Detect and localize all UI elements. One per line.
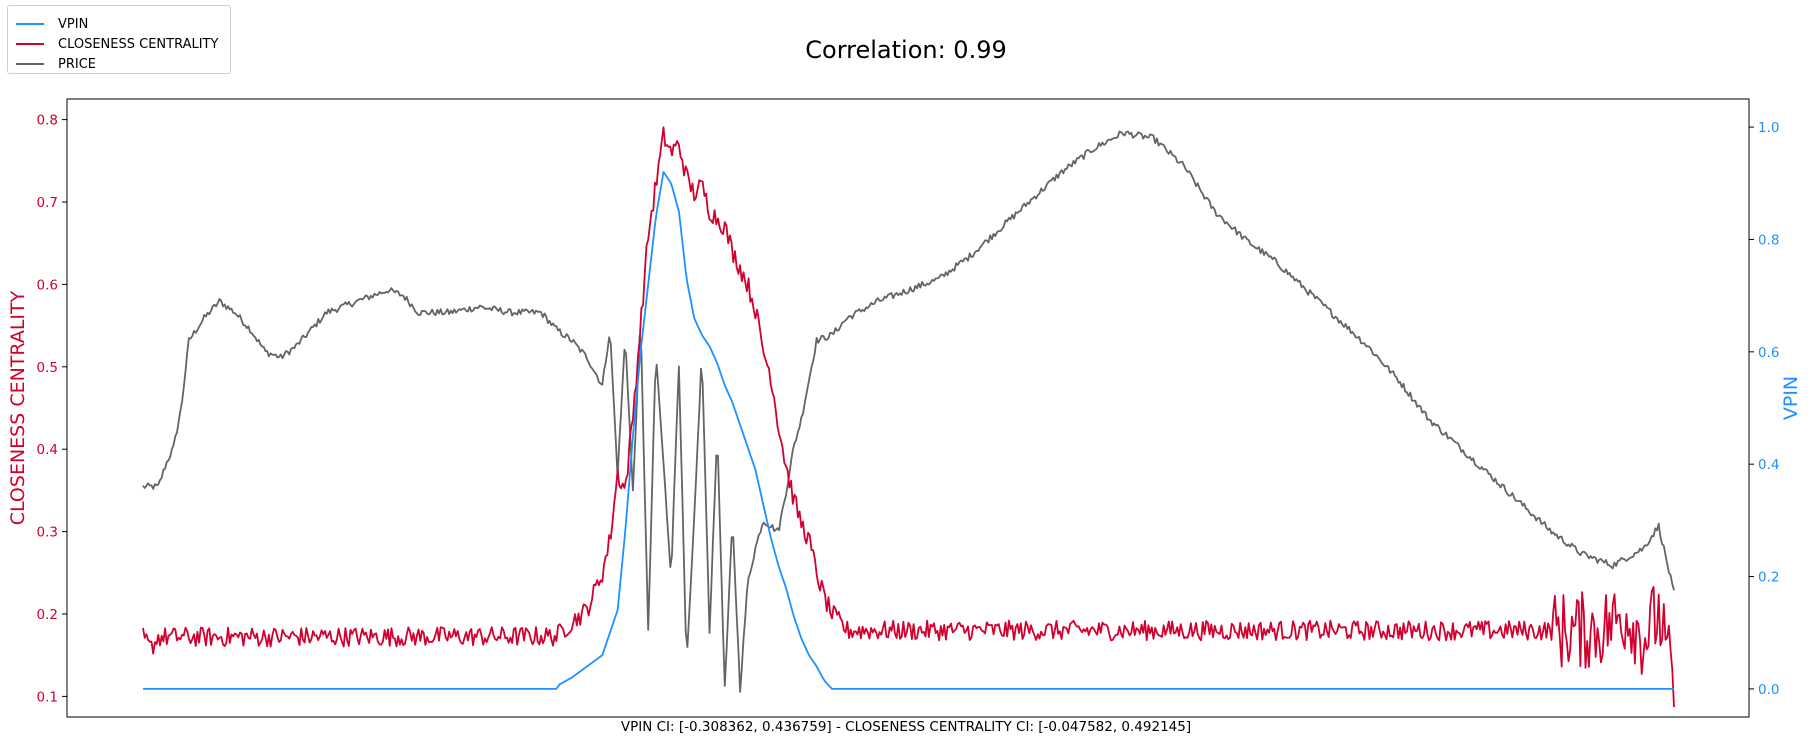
series-line-vpin <box>143 171 1674 690</box>
legend-swatch-price <box>16 63 44 65</box>
left-axis-tick-label: 0.8 <box>37 113 58 129</box>
right-axis-tick-label: 0.2 <box>1758 570 1779 586</box>
legend: VPIN CLOSENESS CENTRALITY PRICE <box>7 5 231 74</box>
right-axis-tick-label: 0.4 <box>1758 457 1779 473</box>
left-axis-tick-label: 0.4 <box>37 442 58 458</box>
left-axis-tick-label: 0.5 <box>37 360 58 376</box>
left-axis-label: CLOSENESS CENTRALITY <box>7 290 29 525</box>
right-axis-tick-label: 1.0 <box>1758 120 1779 136</box>
left-axis-tick-label: 0.3 <box>37 525 58 541</box>
series-line-closeness-centrality <box>142 126 1675 708</box>
legend-swatch-vpin <box>16 23 44 25</box>
legend-swatch-closeness-centrality <box>16 43 44 45</box>
right-axis-label: VPIN <box>1780 376 1802 420</box>
legend-item-price: PRICE <box>16 54 96 74</box>
right-axis-tick-label: 0.6 <box>1758 345 1779 361</box>
legend-label-price: PRICE <box>58 56 96 72</box>
right-axis-tick-label: 0.8 <box>1758 232 1779 248</box>
legend-label-closeness-centrality: CLOSENESS CENTRALITY <box>58 36 219 52</box>
legend-item-vpin: VPIN <box>16 14 88 34</box>
chart-title: Correlation: 0.99 <box>805 36 1007 64</box>
left-axis-tick-label: 0.7 <box>37 195 58 211</box>
legend-item-closeness-centrality: CLOSENESS CENTRALITY <box>16 34 218 54</box>
left-axis-tick-label: 0.2 <box>37 607 58 623</box>
ci-footnote: VPIN CI: [-0.308362, 0.436759] - CLOSENE… <box>620 719 1192 735</box>
left-axis-tick-label: 0.1 <box>37 689 58 705</box>
right-axis-tick-label: 0.0 <box>1758 682 1779 698</box>
plot-frame <box>66 98 1750 718</box>
left-axis-tick-label: 0.6 <box>37 277 58 293</box>
series-line-price <box>142 130 1675 693</box>
legend-label-vpin: VPIN <box>58 16 89 32</box>
